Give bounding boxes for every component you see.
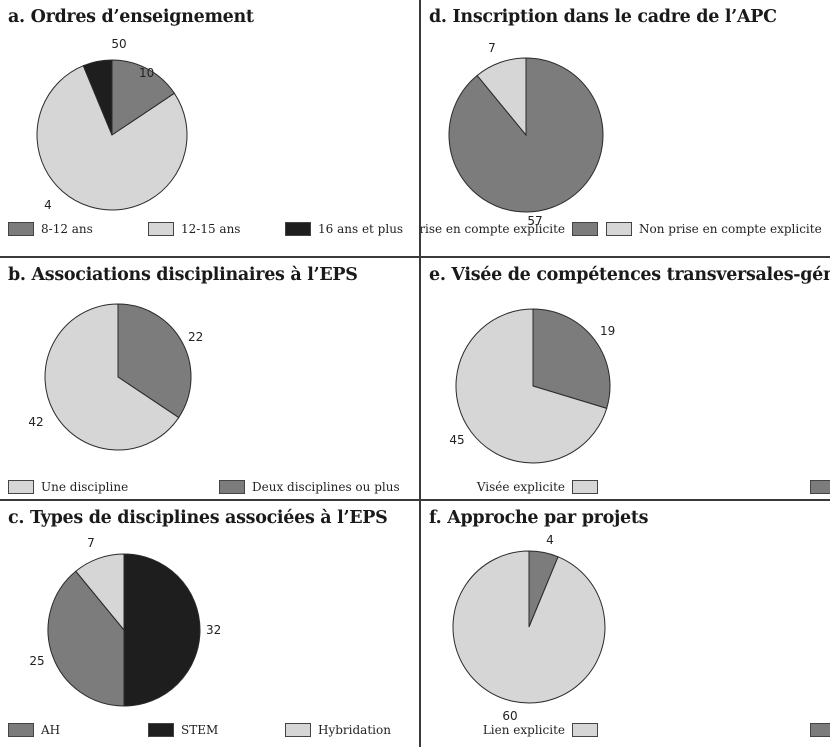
slice-value-label: 4 <box>44 198 52 212</box>
legend: Prise en compte explicite Non prise en co… <box>421 218 830 240</box>
divider-horizontal-2 <box>0 499 830 501</box>
panel-title: e. Visée de compétences transversales-gé… <box>429 265 830 285</box>
pie-slice-lien-explicite <box>452 550 606 704</box>
legend: Une discipline Deux disciplines ou plus <box>0 476 415 498</box>
panel-title: b. Associations disciplinaires à l’EPS <box>8 265 358 285</box>
pie-slice-prise-en-compte-explicite <box>476 57 527 137</box>
divider-horizontal-1 <box>0 256 830 258</box>
legend: Lien explicite Absence de lien explicite <box>421 719 830 741</box>
legend-swatch <box>285 723 311 737</box>
pie-slice-une-discipline <box>44 303 180 451</box>
legend-swatch <box>8 222 34 236</box>
legend-swatch <box>285 222 311 236</box>
legend: 8-12 ans 12-15 ans 16 ans et plus <box>0 218 415 240</box>
legend-swatch <box>572 222 598 236</box>
pie-chart-f: 4 60 <box>452 533 606 723</box>
panel-c: c. Types de disciplines associées à l’EP… <box>0 501 419 747</box>
legend-swatch <box>810 480 830 494</box>
panel-a: a. Ordres d’enseignement 10 50 4 8-12 ans 1… <box>0 0 419 256</box>
legend-swatch <box>148 222 174 236</box>
legend-swatch <box>8 480 34 494</box>
legend-item: Prise en compte explicite <box>421 218 598 240</box>
legend-swatch <box>148 723 174 737</box>
legend-item: AH <box>8 719 60 741</box>
legend-swatch <box>810 723 830 737</box>
slice-value-label: 32 <box>206 623 221 637</box>
pie-slice-hybridation <box>75 553 125 632</box>
legend-item: Absence de visée explicite <box>810 476 830 498</box>
pie-slice-vis-e-explicite <box>455 308 608 464</box>
legend-label: AH <box>41 723 61 737</box>
legend-label: Lien explicite <box>482 723 565 737</box>
legend-label: 16 ans et plus <box>318 222 404 236</box>
slice-value-label: 4 <box>546 533 554 547</box>
slice-value-label: 45 <box>449 433 464 447</box>
slice-value-label: 42 <box>28 415 43 429</box>
pie-slice-16-ans-et-plus <box>82 59 113 136</box>
legend-swatch <box>8 723 34 737</box>
panel-e: e. Visée de compétences transversales-gé… <box>421 258 830 499</box>
legend-item: Hybridation <box>285 719 391 741</box>
panel-title: d. Inscription dans le cadre de l’APC <box>429 7 777 27</box>
pie-chart-b: 22 42 <box>28 303 203 451</box>
legend-item: STEM <box>148 719 218 741</box>
pie-slice-absence-de-vis-e-explicite <box>532 308 611 409</box>
legend-label: Visée explicite <box>476 480 565 494</box>
legend-swatch <box>606 222 632 236</box>
legend-item: Deux disciplines ou plus <box>219 476 400 498</box>
panel-title: a. Ordres d’enseignement <box>8 7 254 27</box>
slice-value-label: 10 <box>139 66 154 80</box>
legend-item: Non prise en compte explicite <box>606 218 822 240</box>
legend: Visée explicite Absence de visée explicit… <box>421 476 830 498</box>
pie-slice-8-12-ans <box>111 59 176 136</box>
panel-d: d. Inscription dans le cadre de l’APC 57… <box>421 0 830 256</box>
panel-title: c. Types de disciplines associées à l’EP… <box>8 508 388 528</box>
panel-f: f. Approche par projets 4 60 Lien explici… <box>421 501 830 747</box>
panel-title: f. Approche par projets <box>429 508 649 528</box>
legend-swatch <box>219 480 245 494</box>
legend-swatch <box>572 480 598 494</box>
legend-item: 16 ans et plus <box>285 218 403 240</box>
legend-item: 8-12 ans <box>8 218 93 240</box>
legend: AH STEM Hybridation <box>0 719 415 741</box>
pie-slice-stem <box>123 553 201 707</box>
slice-value-label: 57 <box>527 214 542 228</box>
legend-label: Non prise en compte explicite <box>639 222 822 236</box>
pie-chart-d: 57 7 <box>448 41 604 228</box>
slice-value-label: 60 <box>502 709 517 723</box>
legend-label: STEM <box>181 723 219 737</box>
panel-b: b. Associations disciplinaires à l’EPS 2… <box>0 258 419 499</box>
pie-slice-12-15-ans <box>36 65 188 211</box>
pie-slice-ah <box>47 570 125 707</box>
legend-item: Lien explicite <box>483 719 598 741</box>
legend-item: 12-15 ans <box>148 218 240 240</box>
legend-label: Une discipline <box>41 480 129 494</box>
legend-item: Une discipline <box>8 476 128 498</box>
slice-value-label: 22 <box>188 330 203 344</box>
legend-item: Absence de lien explicite <box>810 719 830 741</box>
pie-chart-c: 32 25 7 <box>29 536 221 707</box>
pie-chart-a: 10 50 4 <box>36 37 188 212</box>
slice-value-label: 7 <box>87 536 95 550</box>
divider-vertical <box>419 0 421 747</box>
legend-label: 8-12 ans <box>41 222 93 236</box>
slice-value-label: 50 <box>111 37 126 51</box>
slice-value-label: 25 <box>29 654 44 668</box>
legend-swatch <box>572 723 598 737</box>
legend-label: Prise en compte explicite <box>421 222 565 236</box>
slice-value-label: 7 <box>488 41 496 55</box>
legend-label: 12-15 ans <box>181 222 241 236</box>
legend-item: Visée explicite <box>477 476 598 498</box>
slice-value-label: 19 <box>600 324 615 338</box>
legend-label: Hybridation <box>318 723 391 737</box>
legend-label: Deux disciplines ou plus <box>252 480 400 494</box>
